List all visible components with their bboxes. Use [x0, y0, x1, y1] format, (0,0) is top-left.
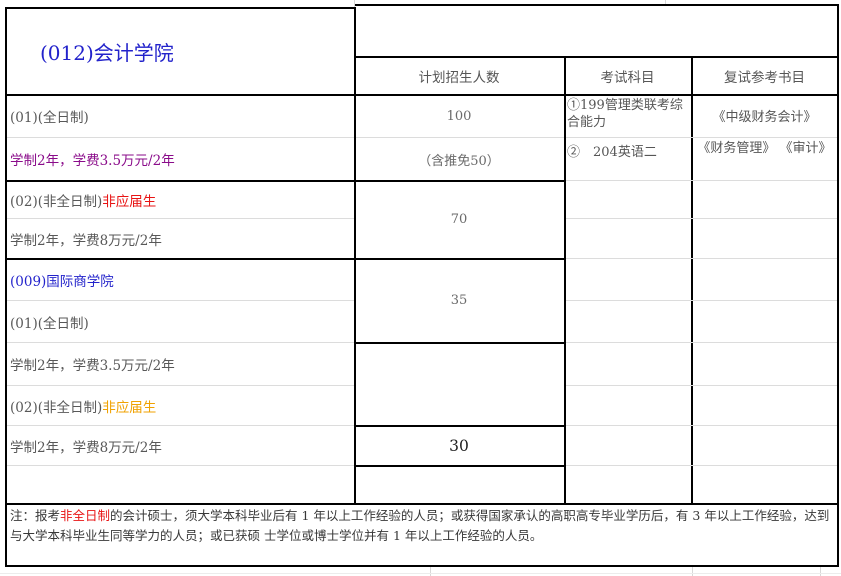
header-exam-subjects-label: 考试科目 [600, 70, 655, 86]
college-title-cell: (012)会计学院 [7, 9, 352, 93]
table-row: 学制2年，学费3.5万元/2年 [7, 138, 352, 180]
tuition-label: 学制2年，学费3.5万元/2年 [10, 358, 175, 374]
gridline [7, 300, 354, 301]
gridline [7, 342, 354, 343]
gridline [566, 137, 837, 138]
gridline [566, 342, 837, 343]
exam-subject-2: ② 204英语二 [567, 145, 657, 160]
border-line [354, 4, 839, 6]
gridline [692, 567, 693, 576]
border-line [5, 258, 566, 260]
college-title: (012)会计学院 [40, 40, 174, 65]
table-row: (009)国际商学院 [7, 259, 352, 300]
gridline [7, 425, 354, 426]
gridline [665, 0, 666, 4]
border-line [5, 7, 7, 567]
table-row: (01)(全日制) [7, 301, 352, 342]
gridline [566, 258, 837, 259]
exam-subjects-cell: ①199管理类联考综合能力 ② 204英语二 [567, 97, 688, 161]
college-label: (009)国际商学院 [10, 273, 114, 290]
plan-count-value: 100 [446, 108, 472, 124]
border-line [5, 7, 356, 9]
header-reference-books-label: 复试参考书目 [724, 70, 805, 86]
gridline [0, 573, 841, 574]
header-plan-count: 计划招生人数 [356, 58, 562, 94]
gridline [7, 218, 354, 219]
gridline [820, 567, 821, 576]
note-prefix: 注：报考 [10, 508, 61, 523]
program-label: (01)(全日制) [10, 315, 89, 332]
border-line [564, 56, 566, 503]
gridline [7, 465, 354, 466]
gridline [566, 300, 837, 301]
gridline [566, 180, 837, 181]
plan-count-value: 70 [450, 212, 468, 227]
gridline [7, 385, 354, 386]
program-label-highlight: 非应届生 [102, 399, 157, 416]
table-row: 学制2年，学费8万元/2年 [7, 219, 352, 258]
border-line [837, 4, 839, 567]
tuition-label: 学制2年，学费8万元/2年 [10, 232, 162, 249]
table-row: 学制2年，学费8万元/2年 [7, 426, 352, 465]
program-label-highlight: 非应届生 [102, 193, 157, 210]
note-body: 的会计硕士，须大学本科毕业后有 1 年以上工作经验的人员；或获得国家承认的高职高… [10, 508, 830, 543]
tuition-label: 学制2年，学费3.5万元/2年 [10, 153, 175, 169]
header-plan-count-label: 计划招生人数 [418, 70, 500, 86]
reference-book-2: 《财务管理》 《审计》 [697, 141, 832, 156]
note-text: 注：报考非全日制的会计硕士，须大学本科毕业后有 1 年以上工作经验的人员；或获得… [8, 506, 834, 563]
gridline [566, 465, 837, 466]
exam-subject-1: ①199管理类联考综合能力 [567, 98, 683, 130]
plan-count-cell: 30 [356, 426, 562, 465]
border-line [5, 565, 839, 567]
border-line [5, 94, 839, 96]
gridline [354, 0, 355, 7]
table-row: 学制2年，学费3.5万元/2年 [7, 343, 352, 385]
plan-count-value: 35 [450, 293, 468, 308]
program-label: (01)(全日制) [10, 110, 89, 126]
border-line [5, 503, 839, 505]
plan-count-value: （含推免50） [418, 153, 500, 169]
gridline [430, 567, 431, 576]
top-right-empty-cell [356, 6, 837, 54]
border-line [354, 465, 566, 467]
note-highlight: 非全日制 [60, 508, 111, 523]
header-exam-subjects: 考试科目 [566, 58, 689, 94]
reference-books-cell: 《中级财务会计》 《财务管理》 《审计》 [693, 94, 836, 158]
reference-book-1: 《中级财务会计》 [712, 109, 817, 125]
border-line [691, 56, 693, 503]
border-line [354, 342, 566, 344]
gridline [356, 137, 564, 138]
table-row: (02)(非全日制) 非应届生 [7, 181, 352, 218]
plan-count-cell: （含推免50） [356, 138, 562, 180]
gridline [566, 385, 837, 386]
border-line [5, 180, 566, 182]
border-line [354, 56, 839, 58]
gridline [566, 218, 837, 219]
program-label: (02)(非全日制) [10, 193, 103, 210]
tuition-label: 学制2年，学费8万元/2年 [10, 439, 162, 456]
gridline [566, 425, 837, 426]
header-reference-books: 复试参考书目 [693, 58, 836, 94]
plan-count-cell: 100 [356, 95, 562, 137]
border-line [354, 425, 566, 427]
table-row: (01)(全日制) [7, 95, 352, 137]
plan-count-cell: 35 [356, 259, 562, 342]
program-label: (02)(非全日制) [10, 399, 103, 416]
plan-count-value: 30 [449, 436, 469, 455]
gridline [7, 137, 354, 138]
border-line [354, 7, 356, 503]
table-row: (02)(非全日制) 非应届生 [7, 386, 352, 425]
plan-count-cell: 70 [356, 181, 562, 258]
